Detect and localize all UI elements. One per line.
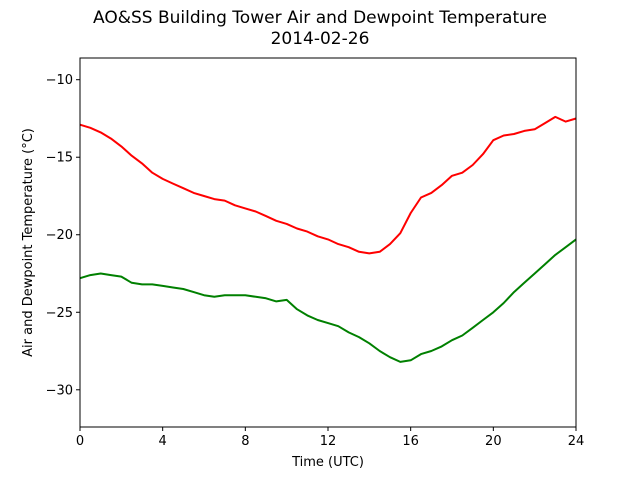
x-tick-label: 20: [485, 434, 502, 449]
x-tick-label: 8: [241, 434, 249, 449]
x-tick-label: 16: [402, 434, 419, 449]
x-tick-label: 24: [568, 434, 585, 449]
x-tick-label: 4: [159, 434, 167, 449]
x-axis-label: Time (UTC): [291, 455, 364, 470]
y-axis-label: Air and Dewpoint Temperature (°C): [21, 128, 36, 357]
y-tick-label: −30: [46, 383, 73, 398]
x-tick-label: 12: [320, 434, 337, 449]
y-tick-label: −10: [46, 73, 73, 88]
y-tick-label: −15: [46, 151, 73, 166]
chart-subtitle: 2014-02-26: [270, 29, 370, 49]
plot-frame: [79, 57, 577, 428]
x-tick-label: 0: [76, 434, 84, 449]
y-tick-label: −20: [46, 228, 73, 243]
series-line-1: [79, 238, 577, 363]
ticks-layer: 0 4 8 12 16 20 24 −10 −15 −20 −25 −30: [46, 73, 585, 449]
series-line-0: [79, 115, 577, 255]
chart-title: AO&SS Building Tower Air and Dewpoint Te…: [92, 8, 547, 28]
series-layer: [79, 115, 577, 363]
y-tick-label: −25: [46, 306, 73, 321]
